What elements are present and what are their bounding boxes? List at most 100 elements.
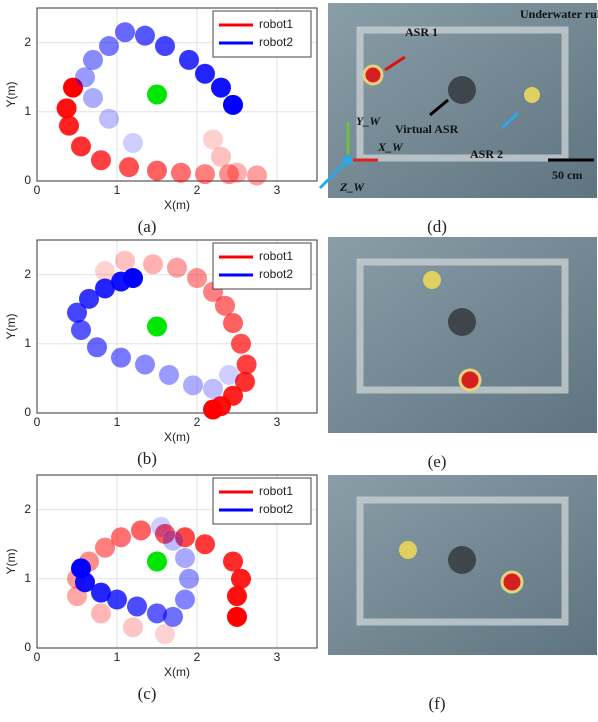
axis-label: X_W — [377, 140, 404, 154]
robot-position — [227, 607, 247, 627]
robot-position — [231, 569, 251, 589]
x-tick-label: 1 — [114, 183, 121, 197]
robot-position — [143, 254, 163, 274]
robot-position — [175, 590, 195, 610]
robot-position — [59, 116, 79, 136]
robot-position — [119, 157, 139, 177]
robot-position — [159, 365, 179, 385]
x-tick-label: 3 — [274, 650, 281, 664]
y-axis-label: Y(m) — [4, 549, 18, 575]
legend-label: robot1 — [259, 249, 293, 263]
annotation: Virtual ASR — [395, 122, 459, 136]
robot-position — [203, 379, 223, 399]
robot-position — [91, 150, 111, 170]
robot-position — [115, 251, 135, 271]
chart: 0123012X(m)Y(m)(b)robot1robot2 — [4, 240, 317, 468]
robot-position — [219, 365, 239, 385]
robot-position — [99, 109, 119, 129]
y-tick-label: 0 — [24, 640, 31, 654]
robot-position — [147, 603, 167, 623]
robot-position — [223, 552, 243, 572]
robot-position — [183, 375, 203, 395]
robot-position — [219, 164, 239, 184]
robot-position — [123, 133, 143, 153]
robot-position — [237, 355, 257, 375]
robot-position — [131, 520, 151, 540]
robot-position — [211, 78, 231, 98]
x-axis-label: X(m) — [164, 430, 190, 444]
robot-position — [179, 50, 199, 70]
robot-position — [187, 268, 207, 288]
caption: (d) — [427, 217, 447, 236]
caption: (a) — [138, 217, 157, 236]
x-tick-label: 2 — [194, 650, 201, 664]
robot-position — [163, 531, 183, 551]
robot-position — [247, 165, 267, 185]
robot-position — [203, 129, 223, 149]
robot-position — [75, 67, 95, 87]
target — [147, 317, 167, 337]
y-axis-label: Y(m) — [4, 314, 18, 340]
x-axis-label: X(m) — [164, 198, 190, 212]
robot-position — [91, 603, 111, 623]
y-tick-label: 2 — [24, 267, 31, 281]
robot-position — [223, 313, 243, 333]
robot-position — [231, 334, 251, 354]
robot-position — [203, 400, 223, 420]
y-tick-label: 1 — [24, 336, 31, 350]
robot-position — [211, 147, 231, 167]
legend-label: robot1 — [259, 17, 293, 31]
annotation: 50 cm — [552, 168, 582, 182]
photo-d: ASR 1 Virtual ASR ASR 2 Underwater ruler… — [320, 3, 598, 198]
x-tick-label: 0 — [34, 183, 41, 197]
axis-label: Y_W — [356, 114, 381, 128]
robot-position — [123, 268, 143, 288]
robot-position — [123, 617, 143, 637]
robot-position — [111, 348, 131, 368]
robot-position — [155, 624, 175, 644]
robot-position — [127, 596, 147, 616]
y-tick-label: 0 — [24, 405, 31, 419]
robot-position — [147, 161, 167, 181]
robot-position — [99, 36, 119, 56]
annotation: Underwater ruler — [520, 7, 598, 21]
robot-position — [115, 22, 135, 42]
robot-position — [135, 355, 155, 375]
robot-position — [227, 586, 247, 606]
y-tick-label: 2 — [24, 35, 31, 49]
caption: (b) — [137, 449, 157, 468]
robot-position — [57, 98, 77, 118]
caption: (c) — [138, 684, 157, 703]
robot-position — [83, 88, 103, 108]
y-tick-label: 0 — [24, 173, 31, 187]
robot-position — [195, 534, 215, 554]
x-tick-label: 3 — [274, 183, 281, 197]
legend-label: robot2 — [259, 267, 293, 281]
y-tick-label: 1 — [24, 104, 31, 118]
axis-label: Z_W — [339, 180, 365, 194]
y-tick-label: 1 — [24, 571, 31, 585]
x-tick-label: 3 — [274, 415, 281, 429]
robot-position — [111, 527, 131, 547]
robot-position — [71, 558, 91, 578]
x-tick-label: 1 — [114, 650, 121, 664]
annotation: ASR 1 — [405, 25, 438, 39]
photo-e — [328, 237, 597, 433]
caption: (e) — [428, 452, 447, 471]
target — [147, 552, 167, 572]
robot-position — [223, 95, 243, 115]
robot-position — [83, 50, 103, 70]
x-tick-label: 1 — [114, 415, 121, 429]
legend-label: robot1 — [259, 484, 293, 498]
photo-f — [328, 475, 597, 655]
robot-position — [71, 320, 91, 340]
robot-position — [71, 136, 91, 156]
robot-position — [195, 164, 215, 184]
robot-position — [195, 64, 215, 84]
x-tick-label: 2 — [194, 183, 201, 197]
robot-position — [175, 548, 195, 568]
x-tick-label: 2 — [194, 415, 201, 429]
legend-label: robot2 — [259, 35, 293, 49]
